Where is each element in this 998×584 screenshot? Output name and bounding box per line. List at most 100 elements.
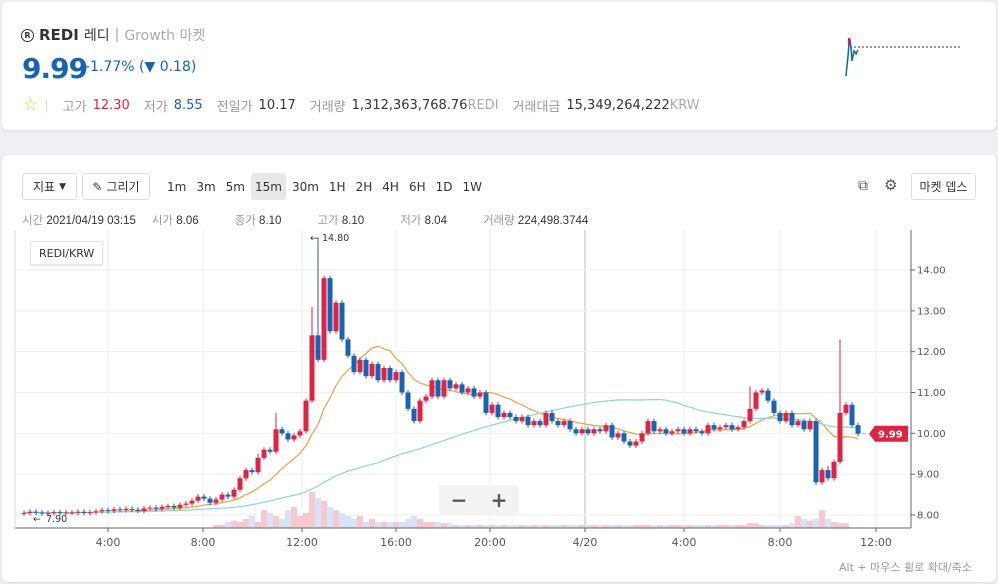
candle xyxy=(507,410,513,420)
candle xyxy=(711,422,717,432)
stats-row: ☆ | 고가 12.30 저가 8.55 전일가 10.17 거래량 1,312,363… xyxy=(23,95,700,115)
timeframe-tab-15m[interactable]: 15m xyxy=(250,173,286,200)
market-label: Growth 마켓 xyxy=(124,28,206,44)
volume-bar xyxy=(795,516,801,528)
candle xyxy=(273,412,279,455)
candle-body xyxy=(537,421,543,426)
candle xyxy=(615,430,621,440)
volume-bar xyxy=(237,522,243,528)
high-value: 8.10 xyxy=(341,215,365,227)
candle xyxy=(135,507,141,514)
volume-bar xyxy=(345,516,351,528)
volume-bar xyxy=(285,510,291,528)
timeframe-tab-2H[interactable]: 2H xyxy=(355,179,373,194)
volume-bar xyxy=(783,525,789,528)
candle xyxy=(495,402,501,420)
change-abs: 0.18 xyxy=(159,59,191,75)
favorite-star-icon[interactable]: ☆ xyxy=(23,95,39,115)
candle xyxy=(429,377,435,400)
volume-bar xyxy=(273,516,279,528)
candle xyxy=(849,402,855,428)
candle-body xyxy=(495,404,501,418)
name-kr: 레디 xyxy=(83,28,110,44)
zoom-hint: Alt + 마우스 휠로 확대/축소 xyxy=(839,561,972,574)
timeframe-tab-4H[interactable]: 4H xyxy=(382,179,399,194)
y-tick-label: 13.00 xyxy=(917,306,946,317)
popout-icon[interactable]: ⧉ xyxy=(858,178,868,194)
candle-body xyxy=(231,489,237,497)
volume-bar xyxy=(753,523,759,528)
sparkline-line xyxy=(845,38,859,77)
volume-bar xyxy=(645,525,651,528)
candle-body xyxy=(435,380,441,397)
timeframe-tab-1D[interactable]: 1D xyxy=(435,179,453,194)
candle-body xyxy=(195,496,201,501)
candle xyxy=(267,447,273,455)
candle-body xyxy=(417,400,423,422)
x-tick-label: 12:00 xyxy=(286,536,318,549)
candle-body xyxy=(393,372,399,381)
close-label: 종가 xyxy=(234,215,256,227)
candle xyxy=(417,398,423,424)
pencil-icon: ✎ xyxy=(92,179,103,194)
candle-body xyxy=(561,421,567,426)
candle-body xyxy=(741,421,747,428)
volume-bar xyxy=(531,525,537,528)
coin-logo-icon: R xyxy=(21,28,34,42)
candle xyxy=(477,390,483,400)
timeframe-tab-1W[interactable]: 1W xyxy=(462,179,482,194)
zoom-out-button[interactable]: − xyxy=(450,488,468,512)
timeframe-tab-3m[interactable]: 3m xyxy=(196,179,216,194)
candle-body xyxy=(69,512,75,514)
candle xyxy=(771,398,777,416)
candle xyxy=(297,428,303,438)
indicator-button[interactable]: 지표 ▼ xyxy=(22,173,77,200)
volume-bar xyxy=(501,525,507,528)
candle-body xyxy=(51,512,57,514)
volume-bar xyxy=(339,513,345,528)
volume-bar xyxy=(303,513,309,528)
candle xyxy=(777,410,783,424)
volume-bar xyxy=(663,525,669,528)
candle-body xyxy=(273,429,279,452)
volume-bar xyxy=(219,525,225,528)
candle-body xyxy=(747,408,753,422)
y-tick-label: 11.00 xyxy=(917,388,946,399)
candle xyxy=(345,336,351,359)
candle-body xyxy=(159,506,165,509)
candle-body xyxy=(579,429,585,434)
candle xyxy=(63,510,69,516)
timeframe-tab-1H[interactable]: 1H xyxy=(328,179,346,194)
draw-label: 그리기 xyxy=(106,180,140,194)
y-tick-label: 14.00 xyxy=(917,266,946,277)
symbol: REDI xyxy=(39,26,79,44)
candle xyxy=(153,505,159,512)
candle xyxy=(303,398,309,434)
candle-body xyxy=(381,368,387,381)
candle-body xyxy=(21,512,27,514)
draw-button[interactable]: ✎ 그리기 xyxy=(82,173,150,200)
timeframe-tab-6H[interactable]: 6H xyxy=(408,179,426,194)
candle xyxy=(51,509,57,516)
caret-down-icon: ▼ xyxy=(59,181,66,192)
candle xyxy=(195,494,201,504)
candle-body xyxy=(597,429,603,432)
candle-body xyxy=(333,302,339,332)
timeframe-tab-5m[interactable]: 5m xyxy=(225,179,245,194)
prev-close-label: 전일가 xyxy=(216,99,253,115)
candle xyxy=(201,494,207,502)
candle xyxy=(795,418,801,428)
ticker-title: R REDI 레디 | Growth 마켓 xyxy=(21,25,205,45)
candle xyxy=(213,497,219,506)
candle xyxy=(639,430,645,444)
zoom-in-button[interactable]: + xyxy=(490,488,508,512)
market-depth-button[interactable]: 마켓 뎁스 xyxy=(911,173,976,200)
high-label: 고가 xyxy=(62,99,87,115)
candle-body xyxy=(153,507,159,509)
gear-icon[interactable]: ⚙ xyxy=(884,176,898,194)
timeframe-tab-30m[interactable]: 30m xyxy=(291,179,319,194)
timeframe-tab-1m[interactable]: 1m xyxy=(167,179,187,194)
candle-body xyxy=(369,363,375,377)
candle-body xyxy=(669,431,675,434)
